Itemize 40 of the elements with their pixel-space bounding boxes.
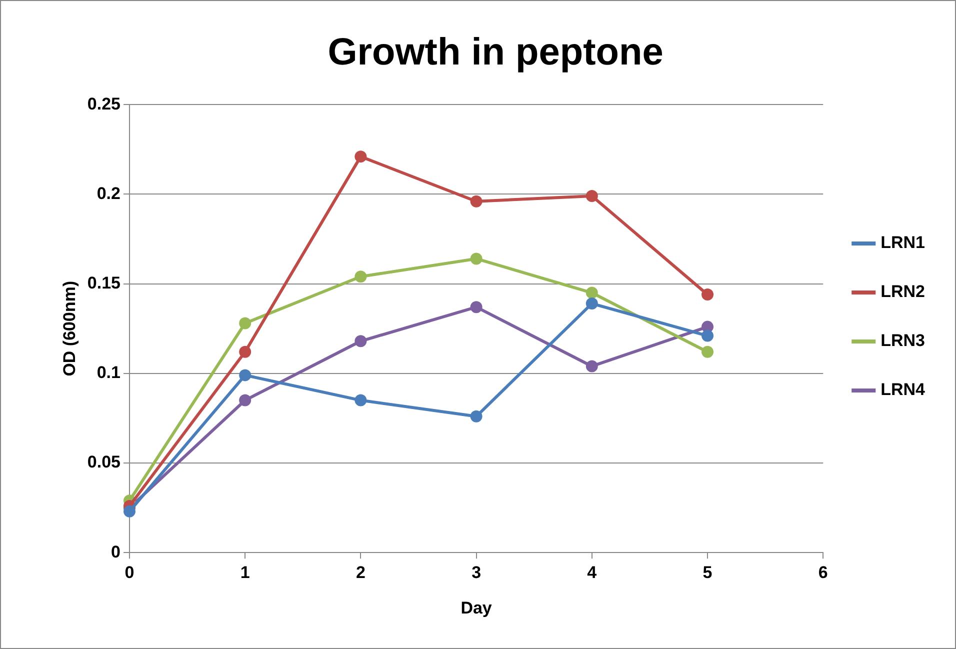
y-tick-label: 0.05 — [87, 452, 120, 472]
point — [354, 150, 367, 163]
point — [470, 301, 482, 314]
point — [586, 298, 598, 310]
x-tick-label: 3 — [472, 562, 482, 582]
point — [239, 317, 252, 330]
point — [586, 360, 598, 372]
point — [354, 270, 367, 283]
point — [586, 286, 598, 299]
x-tick-label: 1 — [240, 562, 250, 582]
chart-title: Growth in peptone — [328, 31, 664, 74]
point — [702, 346, 714, 358]
point — [354, 335, 367, 348]
point — [239, 394, 252, 406]
x-tick-label: 4 — [587, 562, 598, 582]
x-tick-label: 0 — [124, 562, 134, 582]
point — [470, 410, 482, 422]
point — [123, 505, 136, 518]
y-tick-label: 0.1 — [96, 363, 120, 382]
y-tick-label: 0.25 — [87, 94, 120, 114]
y-tick-label: 0 — [111, 542, 120, 562]
y-tick-label: 0.2 — [96, 184, 120, 203]
point — [470, 252, 482, 265]
x-tick-label: 6 — [818, 562, 828, 582]
point — [586, 190, 598, 202]
legend-label: LRN3 — [880, 331, 926, 350]
point — [702, 288, 714, 301]
point — [354, 394, 367, 406]
legend-label: LRN4 — [880, 380, 926, 400]
point — [702, 330, 714, 342]
legend-label: LRN2 — [880, 282, 926, 302]
point — [239, 346, 252, 358]
x-tick-label: 2 — [356, 562, 366, 582]
y-axis-title: OD (600nm) — [60, 280, 79, 376]
legend-label: LRN1 — [880, 233, 926, 252]
point — [239, 369, 252, 382]
point — [470, 195, 482, 208]
x-axis-title: Day — [460, 598, 492, 618]
y-tick-label: 0.15 — [87, 273, 120, 292]
x-tick-label: 5 — [702, 562, 712, 582]
